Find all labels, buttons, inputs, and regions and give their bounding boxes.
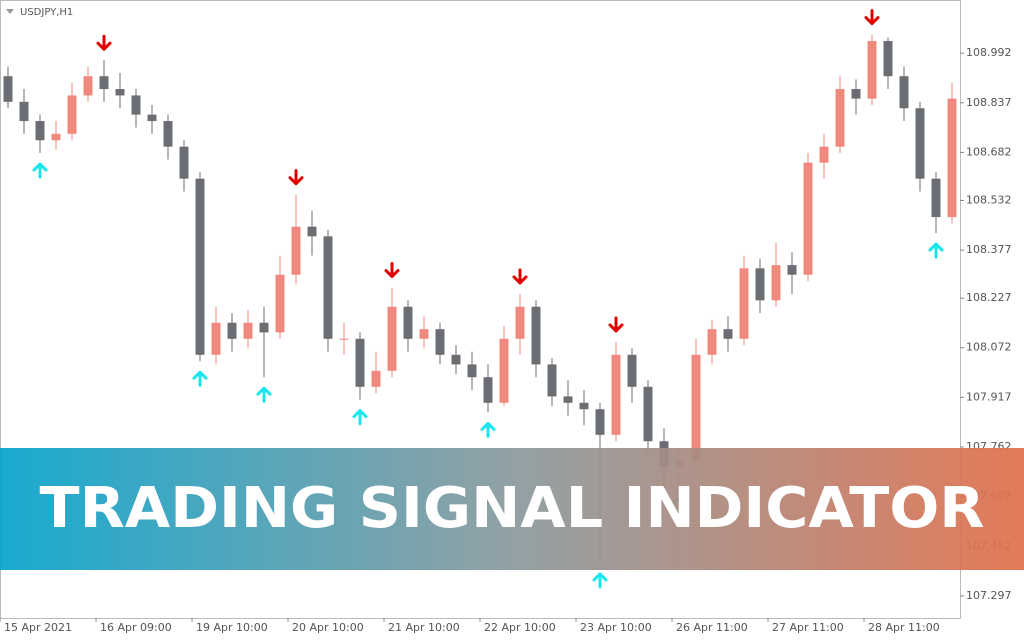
candle-body — [627, 354, 637, 387]
candle-body — [819, 146, 829, 163]
candle-body — [323, 236, 333, 339]
candle-body — [291, 226, 301, 275]
x-tick-label: 27 Apr 11:00 — [772, 621, 844, 634]
x-tick-label: 28 Apr 11:00 — [868, 621, 940, 634]
x-tick-label: 16 Apr 09:00 — [100, 621, 172, 634]
candle-body — [355, 338, 365, 387]
buy-signal — [192, 370, 208, 387]
candle-body — [307, 226, 317, 237]
buy-signal — [256, 386, 272, 403]
candle-body — [835, 89, 845, 147]
sell-signal — [512, 268, 528, 285]
candle-body — [131, 95, 141, 115]
candle-body — [67, 95, 77, 134]
candle-body — [3, 76, 13, 102]
candle-body — [259, 322, 269, 333]
candle-body — [931, 178, 941, 218]
candle-body — [211, 322, 221, 355]
y-tick-label: 107.297 — [966, 589, 1012, 602]
candle-body — [419, 329, 429, 339]
y-tick-label: 108.682 — [966, 145, 1012, 158]
candle-body — [99, 76, 109, 90]
x-tick-label: 23 Apr 10:00 — [580, 621, 652, 634]
buy-signal — [352, 409, 368, 426]
symbol-label: USDJPY,H1 — [20, 7, 73, 18]
x-tick-label: 19 Apr 10:00 — [196, 621, 268, 634]
y-tick-label: 108.377 — [966, 243, 1012, 256]
candle-body — [883, 40, 893, 77]
x-tick-label: 22 Apr 10:00 — [484, 621, 556, 634]
x-tick-label: 21 Apr 10:00 — [388, 621, 460, 634]
candle-body — [563, 396, 573, 403]
buy-signal — [480, 421, 496, 438]
candle-body — [771, 265, 781, 301]
candle-body — [595, 409, 605, 435]
banner-text: TRADING SIGNAL INDICATOR — [40, 476, 985, 541]
candle-body — [35, 121, 45, 141]
candle-body — [803, 162, 813, 275]
candle-body — [899, 76, 909, 109]
candle-body — [83, 76, 93, 96]
candle-body — [339, 338, 349, 340]
candle-body — [147, 114, 157, 122]
candle-body — [387, 306, 397, 371]
candle-body — [435, 329, 445, 355]
candle-body — [579, 402, 589, 410]
x-tick-label: 15 Apr 2021 — [4, 621, 72, 634]
candle-body — [707, 329, 717, 355]
y-tick-label: 108.227 — [966, 291, 1012, 304]
candle-body — [467, 364, 477, 378]
candle-body — [851, 89, 861, 99]
candle-body — [499, 338, 509, 403]
candle-body — [163, 121, 173, 147]
candle-body — [787, 265, 797, 275]
buy-signal — [592, 572, 608, 589]
candle-body — [19, 101, 29, 122]
candle-body — [195, 178, 205, 355]
candle-body — [275, 274, 285, 333]
candle-body — [515, 306, 525, 339]
candle-body — [227, 322, 237, 339]
candle-body — [483, 377, 493, 403]
buy-signal — [928, 242, 944, 259]
y-tick-label: 108.072 — [966, 341, 1012, 354]
y-tick-label: 108.837 — [966, 96, 1012, 109]
candle-body — [179, 146, 189, 179]
candle-body — [51, 133, 61, 141]
candle-body — [915, 108, 925, 179]
x-tick-label: 26 Apr 11:00 — [676, 621, 748, 634]
candle-body — [691, 354, 701, 461]
y-tick-label: 107.917 — [966, 390, 1012, 403]
candle-body — [723, 329, 733, 339]
candle-body — [643, 386, 653, 442]
sell-signal — [96, 34, 112, 51]
banner — [0, 448, 1024, 570]
sell-signal — [288, 169, 304, 186]
candle-body — [531, 306, 541, 365]
candle-body — [451, 354, 461, 365]
buy-signal — [32, 162, 48, 179]
candle-body — [739, 268, 749, 339]
sell-signal — [864, 9, 880, 26]
candle-body — [867, 40, 877, 99]
x-tick-label: 20 Apr 10:00 — [292, 621, 364, 634]
candle-body — [243, 322, 253, 339]
candle-body — [115, 89, 125, 96]
candle-body — [755, 268, 765, 301]
sell-signal — [384, 262, 400, 279]
sell-signal — [608, 316, 624, 333]
candle-body — [547, 364, 557, 397]
y-tick-label: 108.532 — [966, 193, 1012, 206]
candle-body — [611, 354, 621, 435]
candle-body — [947, 98, 957, 218]
candle-body — [403, 306, 413, 339]
y-tick-label: 108.992 — [966, 46, 1012, 59]
candle-body — [371, 370, 381, 387]
symbol-menu-icon[interactable] — [6, 9, 14, 14]
